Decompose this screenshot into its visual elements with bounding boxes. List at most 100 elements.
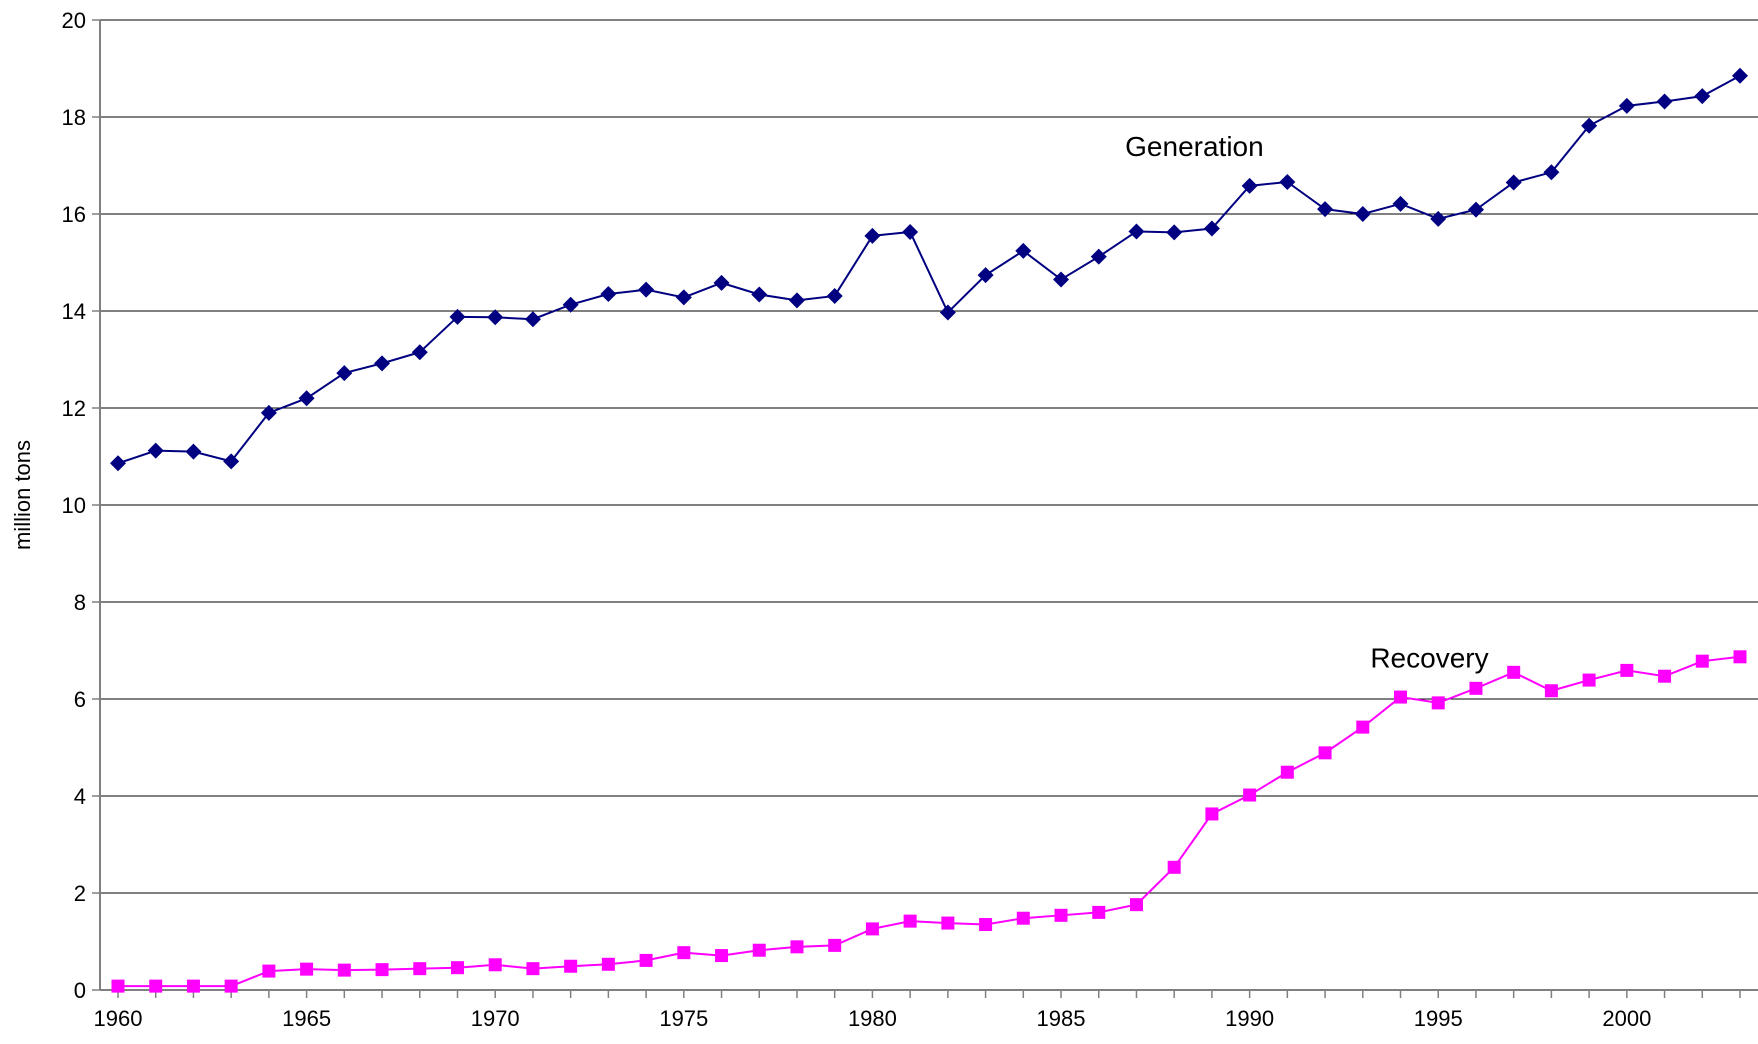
data-point [1469,681,1483,695]
data-point [526,962,540,976]
data-point [374,355,391,372]
data-point [939,304,956,321]
y-tick-label: 14 [62,299,86,324]
data-point [413,962,427,976]
data-point [826,287,843,304]
x-tick-label: 1965 [282,1006,331,1031]
data-point [562,296,579,313]
data-point [336,365,353,382]
data-point [601,957,615,971]
data-point [1166,224,1183,241]
x-tick-label: 1990 [1225,1006,1274,1031]
data-point [1732,67,1748,84]
data-point [1241,177,1258,194]
data-point [1581,117,1598,134]
x-axis: 1960 1965 1970 1975 1980 1985 1990 1995 2000 [94,989,1758,1031]
y-tick-label: 18 [62,105,86,130]
data-point [790,940,804,954]
data-point [224,979,238,993]
y-tick-label: 12 [62,396,86,421]
x-tick-label: 2000 [1602,1006,1651,1031]
data-point [1658,669,1672,683]
data-point [1505,174,1522,191]
data-point [1694,88,1711,105]
data-point [600,286,617,303]
data-point [828,938,842,952]
data-point [902,223,919,240]
data-point [260,404,277,421]
data-point [751,286,768,303]
data-point [1318,746,1332,760]
data-point [262,964,276,978]
data-point [1317,201,1334,218]
y-tick-label: 0 [74,978,86,1003]
y-tick-label: 16 [62,202,86,227]
data-point [298,390,315,407]
data-point [639,953,653,967]
data-point [1695,654,1709,668]
data-point [1203,220,1220,237]
series-label-recovery: Recovery [1370,642,1488,673]
data-point [1356,720,1370,734]
gridlines [100,19,1758,894]
data-point [450,961,464,975]
series-recovery [111,650,1747,993]
data-point [147,442,164,459]
data-point [564,959,578,973]
x-tick-label: 1985 [1037,1006,1086,1031]
y-axis-title: million tons [10,440,35,550]
data-point [1280,765,1294,779]
data-point [337,963,351,977]
series-layer: Generation Recovery [110,67,1748,993]
data-point [1733,650,1747,664]
data-point [865,922,879,936]
data-point [488,958,502,972]
data-point [223,453,240,470]
data-point [1167,860,1181,874]
series-line-generation [117,74,1741,465]
data-point [1092,905,1106,919]
x-tick-label: 1995 [1414,1006,1463,1031]
data-point [1129,898,1143,912]
data-point [300,962,314,976]
data-point [713,274,730,291]
data-point [1354,206,1371,222]
data-point [1015,242,1032,259]
data-point [1128,223,1145,240]
data-point [1582,673,1596,687]
data-point [977,267,994,284]
data-point [1016,911,1030,925]
y-tick-label: 20 [62,8,86,33]
series-line-recovery [118,655,1741,988]
y-tick-label: 10 [62,493,86,518]
y-tick-label: 4 [74,784,86,809]
data-point [1054,908,1068,922]
data-point [1392,195,1409,212]
data-point [715,949,729,963]
data-point [1618,97,1635,114]
data-point [677,946,691,960]
y-axis: 0 2 4 6 8 10 12 14 16 18 20 [62,8,101,1003]
data-point [1205,807,1219,821]
data-point [1656,93,1673,110]
data-point [1507,665,1521,679]
data-point [675,289,692,306]
data-point [752,943,766,957]
data-point [1543,164,1560,181]
data-point [1467,201,1484,218]
data-point [185,443,202,460]
data-point [149,979,163,993]
data-point [111,979,125,993]
data-point [864,227,881,244]
x-tick-label: 1960 [94,1006,143,1031]
data-point [1243,788,1257,802]
data-point [1620,663,1634,677]
x-tick-label: 1975 [659,1006,708,1031]
data-point [1544,684,1558,698]
data-point [487,309,504,326]
data-point [1431,696,1445,710]
y-tick-label: 2 [74,881,86,906]
x-tick-label: 1980 [848,1006,897,1031]
data-point [941,916,955,930]
